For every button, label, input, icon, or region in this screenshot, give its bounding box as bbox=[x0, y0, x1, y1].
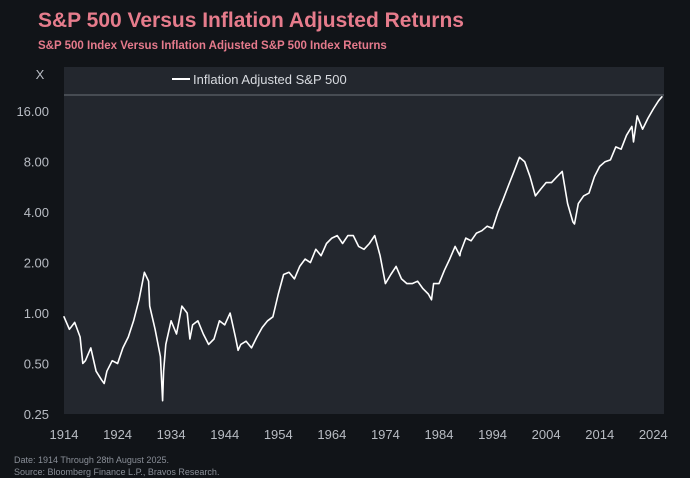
x-tick-label: 2014 bbox=[585, 427, 614, 442]
x-tick-label: 2004 bbox=[532, 427, 561, 442]
x-tick-label: 1954 bbox=[264, 427, 293, 442]
chart-subtitle: S&P 500 Index Versus Inflation Adjusted … bbox=[38, 40, 387, 52]
y-tick-label: 0.25 bbox=[24, 407, 49, 422]
x-tick-label: 1964 bbox=[317, 427, 346, 442]
chart-footer: Date: 1914 Through 28th August 2025. Sou… bbox=[14, 454, 219, 478]
x-tick-label: 2024 bbox=[639, 427, 668, 442]
x-tick-label: 1944 bbox=[210, 427, 239, 442]
y-tick-label: 2.00 bbox=[24, 256, 49, 271]
x-tick-label: 1924 bbox=[103, 427, 132, 442]
chart-title: S&P 500 Versus Inflation Adjusted Return… bbox=[38, 9, 464, 32]
x-tick-label: 1994 bbox=[478, 427, 507, 442]
source-note: Source: Bloomberg Finance L.P., Bravos R… bbox=[14, 467, 220, 477]
y-tick-label: 8.00 bbox=[24, 155, 49, 170]
y-tick-label: 0.50 bbox=[24, 357, 49, 372]
x-tick-label: 1914 bbox=[50, 427, 79, 442]
x-tick-label: 1974 bbox=[371, 427, 400, 442]
y-tick-label: 16.00 bbox=[16, 104, 49, 119]
plot-area bbox=[64, 67, 664, 414]
x-tick-label: 1934 bbox=[157, 427, 186, 442]
x-tick-label: 1984 bbox=[425, 427, 454, 442]
date-note: Date: 1914 Through 28th August 2025. bbox=[14, 455, 169, 465]
y-unit-label: X bbox=[36, 67, 45, 82]
series-line-inflation-adjusted-sp500 bbox=[63, 96, 663, 402]
legend-label: Inflation Adjusted S&P 500 bbox=[193, 72, 347, 87]
y-tick-label: 4.00 bbox=[24, 205, 49, 220]
y-tick-label: 1.00 bbox=[24, 306, 49, 321]
